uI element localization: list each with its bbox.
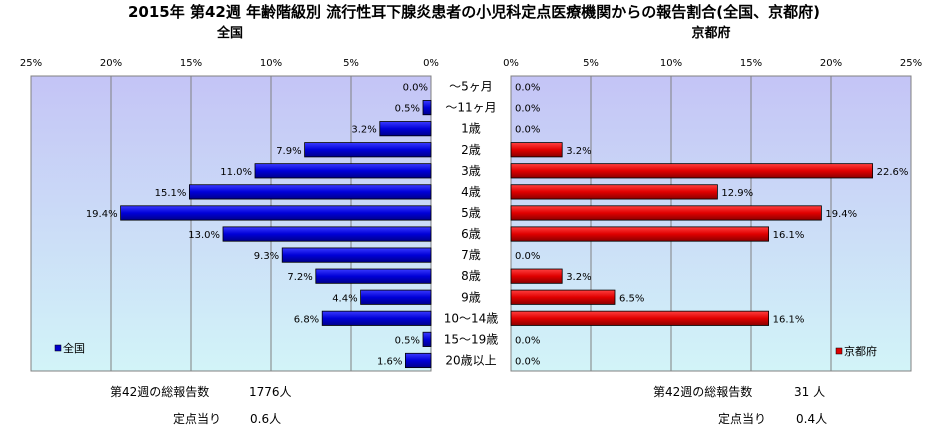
kyoto-legend-swatch: [835, 347, 843, 355]
age-category-label: 6歳: [461, 227, 481, 241]
kyoto-data-label: 16.1%: [773, 230, 805, 241]
age-category-label: 8歳: [461, 269, 481, 283]
age-category-label: ～11ヶ月: [445, 101, 496, 115]
kyoto-data-label: 0.0%: [515, 356, 540, 367]
national-legend-label: 全国: [63, 341, 85, 355]
age-category-label: 4歳: [461, 185, 481, 199]
kyoto-bar: [510, 163, 874, 179]
kyoto-bar: [510, 226, 770, 242]
kyoto-tick-label: 10%: [660, 58, 682, 69]
national-plot-area: [30, 75, 432, 372]
kyoto-total-value: 31 人: [794, 385, 825, 399]
kyoto-plot-area: [510, 75, 912, 372]
kyoto-tick-label: 0%: [503, 58, 519, 69]
national-bar: [404, 352, 432, 369]
national-per-label: 定点当り: [173, 411, 221, 426]
national-bar: [379, 121, 432, 137]
kyoto-bar: [510, 289, 616, 305]
national-data-label: 19.4%: [86, 209, 118, 220]
kyoto-data-label: 6.5%: [619, 293, 644, 304]
national-data-label: 1.6%: [377, 356, 402, 367]
kyoto-bar: [510, 205, 822, 221]
national-data-label: 7.2%: [287, 272, 312, 283]
age-category-label: ～5ヶ月: [449, 80, 493, 94]
kyoto-data-label: 0.0%: [515, 251, 540, 262]
kyoto-legend: 京都府: [835, 344, 877, 358]
age-category-label: 5歳: [461, 206, 481, 220]
age-category-label: 10～14歳: [444, 311, 499, 325]
national-bar: [120, 205, 432, 221]
age-category-label: 1歳: [461, 122, 481, 136]
age-category-label: 3歳: [461, 164, 481, 178]
national-bar: [360, 289, 432, 305]
kyoto-data-label: 3.2%: [566, 146, 591, 157]
kyoto-data-label: 0.0%: [515, 125, 540, 136]
national-tick-label: 25%: [20, 58, 42, 69]
national-tick-label: 10%: [260, 58, 282, 69]
kyoto-data-label: 0.0%: [515, 83, 540, 94]
national-bar: [188, 184, 432, 200]
national-bar: [315, 268, 432, 284]
age-category-label: 15～19歳: [444, 332, 499, 346]
national-data-label: 6.8%: [294, 314, 319, 325]
kyoto-tick-label: 15%: [740, 58, 762, 69]
kyoto-bar: [510, 142, 563, 158]
kyoto-subtitle: 京都府: [691, 25, 730, 41]
age-category-label: 7歳: [461, 248, 481, 262]
national-tick-label: 15%: [180, 58, 202, 69]
kyoto-total-label: 第42週の総報告数: [653, 384, 752, 399]
national-bar: [222, 226, 432, 242]
national-legend: 全国: [54, 341, 85, 355]
national-data-label: 3.2%: [351, 125, 376, 136]
kyoto-data-label: 22.6%: [877, 167, 909, 178]
national-tick-label: 20%: [100, 58, 122, 69]
national-total-value: 1776人: [249, 385, 292, 399]
national-subtitle: 全国: [216, 25, 243, 41]
national-data-label: 13.0%: [188, 230, 220, 241]
national-bar: [304, 142, 432, 158]
age-category-label: 20歳以上: [445, 353, 496, 367]
kyoto-bar: [510, 310, 770, 326]
kyoto-tick-label: 20%: [820, 58, 842, 69]
national-tick-label: 5%: [343, 58, 359, 69]
national-data-label: 11.0%: [220, 167, 252, 178]
kyoto-data-label: 0.0%: [515, 335, 540, 346]
national-legend-swatch: [54, 344, 62, 352]
national-data-label: 4.4%: [332, 293, 357, 304]
kyoto-data-label: 12.9%: [721, 188, 753, 199]
national-bar: [281, 247, 432, 263]
national-bar: [254, 163, 432, 179]
kyoto-bar: [510, 184, 718, 200]
kyoto-per-value: 0.4人: [796, 412, 827, 426]
national-data-label: 0.5%: [395, 104, 420, 115]
kyoto-tick-label: 25%: [900, 58, 922, 69]
national-tick-label: 0%: [423, 58, 439, 69]
chart-title: 2015年 第42週 年齢階級別 流行性耳下腺炎患者の小児科定点医療機関からの報…: [128, 3, 820, 21]
national-data-label: 7.9%: [276, 146, 301, 157]
kyoto-bar: [510, 268, 563, 284]
kyoto-legend-label: 京都府: [844, 344, 877, 358]
age-category-label: 2歳: [461, 143, 481, 157]
national-bar: [321, 310, 432, 326]
national-data-label: 0.0%: [403, 83, 428, 94]
national-data-label: 9.3%: [254, 251, 279, 262]
kyoto-data-label: 3.2%: [566, 272, 591, 283]
kyoto-data-label: 16.1%: [773, 314, 805, 325]
age-category-label: 9歳: [461, 290, 481, 304]
national-bar: [422, 331, 432, 347]
national-data-label: 15.1%: [155, 188, 187, 199]
kyoto-tick-label: 5%: [583, 58, 599, 69]
national-per-value: 0.6人: [250, 412, 281, 426]
national-data-label: 0.5%: [395, 335, 420, 346]
national-total-label: 第42週の総報告数: [110, 384, 209, 399]
kyoto-per-label: 定点当り: [718, 411, 766, 426]
kyoto-data-label: 19.4%: [825, 209, 857, 220]
kyoto-data-label: 0.0%: [515, 104, 540, 115]
national-bar: [422, 100, 432, 116]
